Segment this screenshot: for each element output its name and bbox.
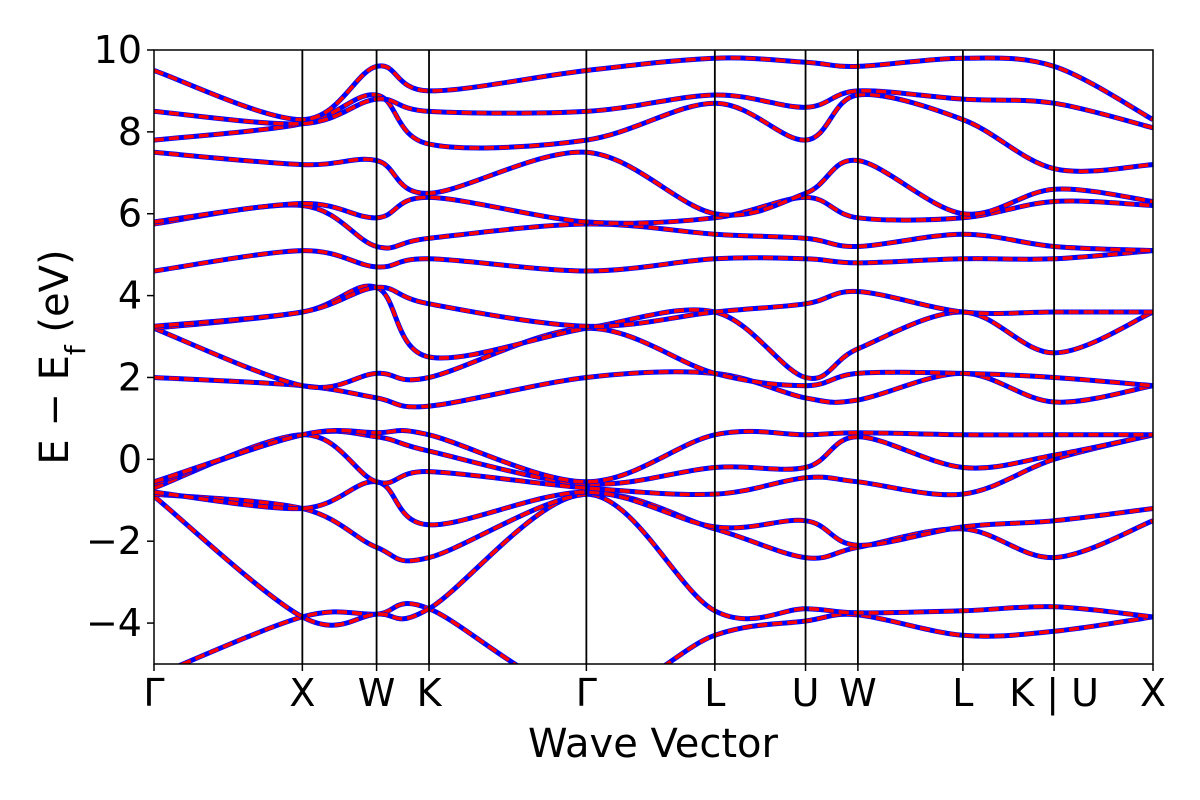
band-line-dft-10 bbox=[154, 284, 1153, 329]
y-tick-label-1: −2 bbox=[86, 519, 142, 563]
plot-frame bbox=[153, 49, 1154, 665]
x-tick-label-10: X bbox=[1140, 671, 1166, 715]
y-tick-label-2: 0 bbox=[118, 437, 142, 481]
y-tick-label-0: −4 bbox=[86, 601, 142, 645]
x-tick-label-3: K bbox=[417, 671, 443, 715]
x-tick-label-8: L bbox=[952, 671, 973, 715]
band-line-fit-17 bbox=[154, 56, 1153, 122]
band-line-dft-8 bbox=[154, 325, 1153, 390]
band-line-fit-10 bbox=[154, 285, 1153, 329]
band-line-fit-6 bbox=[154, 428, 1153, 484]
band-line-fit-9 bbox=[154, 284, 1153, 381]
band-line-fit-5 bbox=[154, 429, 1153, 486]
band-line-fit-16 bbox=[154, 89, 1153, 130]
y-axis-label-sub: f bbox=[59, 344, 92, 355]
band-line-fit-7 bbox=[154, 369, 1153, 409]
x-tick-label-9: K | U bbox=[1009, 671, 1099, 716]
y-axis-label: E − Ef (eV) bbox=[32, 249, 92, 464]
band-line-fit-0 bbox=[178, 601, 1153, 664]
x-tick-label-5: L bbox=[704, 671, 725, 715]
x-tick-label-0: Γ bbox=[143, 671, 164, 715]
band-line-fit-15 bbox=[154, 92, 1153, 174]
band-line-fit-3 bbox=[154, 480, 1153, 548]
y-axis-label-main: E − E bbox=[32, 355, 78, 465]
x-tick-label-1: X bbox=[289, 671, 315, 715]
y-tick-label-3: 2 bbox=[118, 355, 142, 399]
band-line-fit-4 bbox=[154, 433, 1153, 497]
y-axis-label-unit: (eV) bbox=[32, 249, 78, 345]
band-line-dft-1 bbox=[154, 491, 1153, 628]
band-line-fit-2 bbox=[154, 491, 1153, 563]
band-line-dft-11 bbox=[154, 248, 1153, 274]
x-tick-label-6: U bbox=[792, 671, 820, 715]
band-line-fit-1 bbox=[154, 492, 1153, 627]
x-tick-label-2: W bbox=[358, 671, 396, 715]
band-line-fit-12 bbox=[154, 203, 1153, 253]
band-line-dft-13 bbox=[154, 194, 1153, 226]
y-tick-label-5: 6 bbox=[118, 192, 142, 236]
bands-layer bbox=[154, 55, 1153, 664]
y-axis-ticks: −4 −2 0 2 4 6 8 10 bbox=[86, 28, 154, 645]
band-line-dft-9 bbox=[154, 283, 1153, 381]
y-tick-label-7: 10 bbox=[94, 28, 142, 72]
band-line-dft-6 bbox=[154, 428, 1153, 485]
band-line-fit-8 bbox=[154, 326, 1153, 390]
band-line-fit-11 bbox=[154, 248, 1153, 273]
band-line-fit-14 bbox=[154, 150, 1153, 217]
x-tick-label-7: W bbox=[839, 671, 877, 715]
y-tick-label-4: 4 bbox=[118, 274, 142, 318]
x-axis-label: Wave Vector bbox=[528, 721, 779, 767]
band-line-dft-17 bbox=[154, 55, 1153, 123]
high-symmetry-lines bbox=[301, 50, 1055, 664]
y-tick-label-6: 8 bbox=[118, 110, 142, 154]
x-tick-label-4: Γ bbox=[576, 671, 597, 715]
band-line-dft-15 bbox=[154, 92, 1153, 174]
